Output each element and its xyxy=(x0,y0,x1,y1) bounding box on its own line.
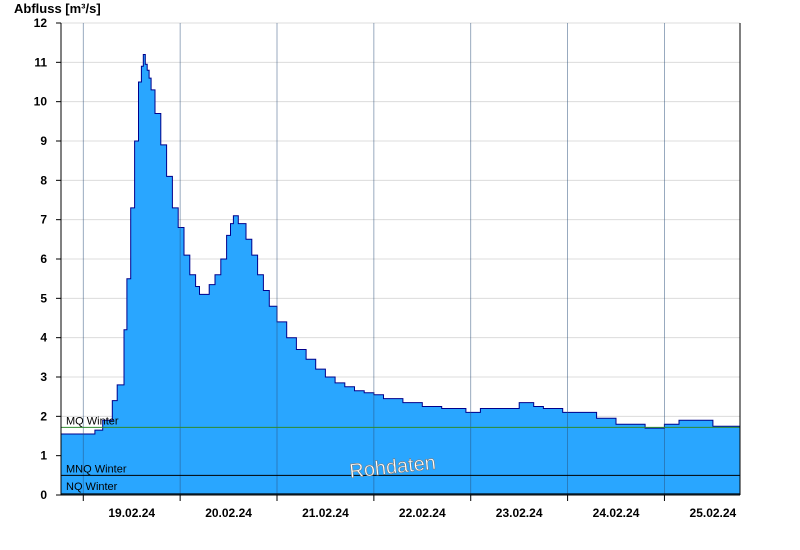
reference-line-label: NQ Winter xyxy=(66,481,118,493)
x-tick-label: 20.02.24 xyxy=(205,506,252,520)
y-tick-label: 6 xyxy=(40,252,47,266)
day-separators xyxy=(82,23,665,495)
reference-lines: MQ Winter MNQ Winter NQ Winter xyxy=(61,415,740,495)
x-tick-label: 22.02.24 xyxy=(399,506,446,520)
x-tick-label: 19.02.24 xyxy=(108,506,155,520)
y-tick-label: 0 xyxy=(40,488,47,502)
x-tick-label: 25.02.24 xyxy=(690,506,737,520)
y-tick-label: 9 xyxy=(40,134,47,148)
y-tick-label: 5 xyxy=(40,291,47,305)
y-tick-label: 12 xyxy=(34,16,48,30)
x-axis: 19.02.24 20.02.24 21.02.24 22.02.24 23.02.24… xyxy=(82,495,737,520)
y-tick-label: 10 xyxy=(34,95,48,109)
y-axis-title: Abfluss [m³/s] xyxy=(14,1,101,16)
x-tick-label: 21.02.24 xyxy=(302,506,349,520)
reference-line-label: MQ Winter xyxy=(66,415,119,427)
y-tick-label: 3 xyxy=(40,370,47,384)
reference-line-label: MNQ Winter xyxy=(66,463,127,475)
y-tick-label: 1 xyxy=(40,449,47,463)
discharge-line xyxy=(61,54,741,435)
y-tick-label: 7 xyxy=(40,213,47,227)
x-tick-label: 23.02.24 xyxy=(496,506,543,520)
y-tick-label: 4 xyxy=(40,331,47,345)
y-tick-label: 8 xyxy=(40,173,47,187)
y-tick-label: 2 xyxy=(40,409,47,423)
x-tick-label: 24.02.24 xyxy=(593,506,640,520)
discharge-area xyxy=(61,54,740,495)
y-tick-label: 11 xyxy=(34,55,47,69)
